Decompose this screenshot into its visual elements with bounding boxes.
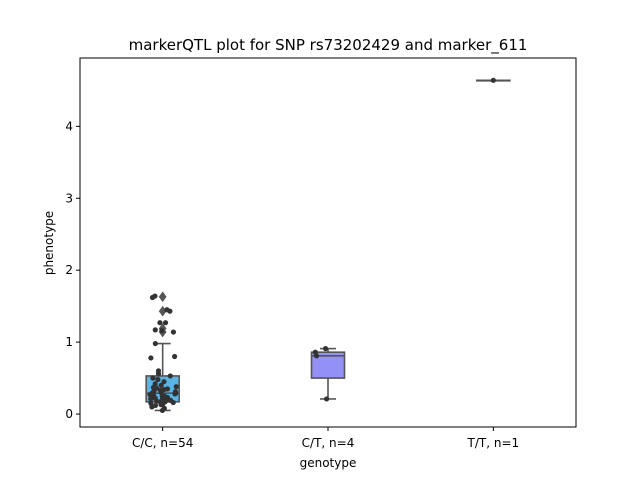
data-point: [155, 368, 162, 374]
data-point: [152, 327, 158, 333]
y-tick-label: 1: [65, 335, 73, 349]
data-point: [312, 349, 318, 355]
x-tick-label: C/T, n=4: [302, 436, 355, 450]
data-point: [161, 405, 167, 411]
data-point: [157, 320, 163, 326]
data-point: [148, 355, 154, 361]
strip-points: [312, 345, 330, 402]
data-point: [164, 386, 171, 392]
data-point: [152, 381, 158, 387]
data-point: [152, 293, 158, 299]
data-point: [152, 340, 158, 347]
y-tick-label: 3: [65, 191, 73, 205]
data-point: [158, 382, 164, 388]
data-point: [170, 329, 177, 335]
x-tick-label: T/T, n=1: [467, 436, 520, 450]
x-axis: C/C, n=54 C/T, n=4 T/T, n=1: [132, 427, 519, 450]
chart-title: markerQTL plot for SNP rs73202429 and ma…: [129, 36, 528, 55]
y-tick-label: 4: [65, 119, 73, 133]
outlier-marker: [158, 291, 167, 303]
data-point: [162, 320, 169, 326]
data-point: [148, 400, 154, 406]
data-point: [161, 379, 167, 385]
y-axis-label: phenotype: [42, 211, 56, 275]
data-point: [155, 376, 161, 383]
data-point: [490, 77, 496, 83]
data-point: [167, 373, 173, 379]
x-tick-label: C/C, n=54: [132, 436, 193, 450]
data-point: [173, 384, 179, 390]
data-point: [322, 345, 329, 352]
data-point: [172, 353, 178, 360]
x-axis-label: genotype: [300, 456, 357, 470]
y-tick-label: 2: [65, 263, 73, 277]
strip-points: [490, 77, 496, 83]
y-axis: 0 1 2 3 4: [65, 119, 80, 421]
y-tick-label: 0: [65, 407, 73, 421]
data-point: [159, 328, 165, 334]
strip-points: [147, 293, 179, 414]
data-point: [152, 402, 159, 409]
plot-area: [145, 77, 511, 414]
data-point: [150, 375, 156, 381]
data-point: [324, 396, 330, 402]
data-point: [172, 389, 179, 395]
data-point: [164, 307, 170, 313]
